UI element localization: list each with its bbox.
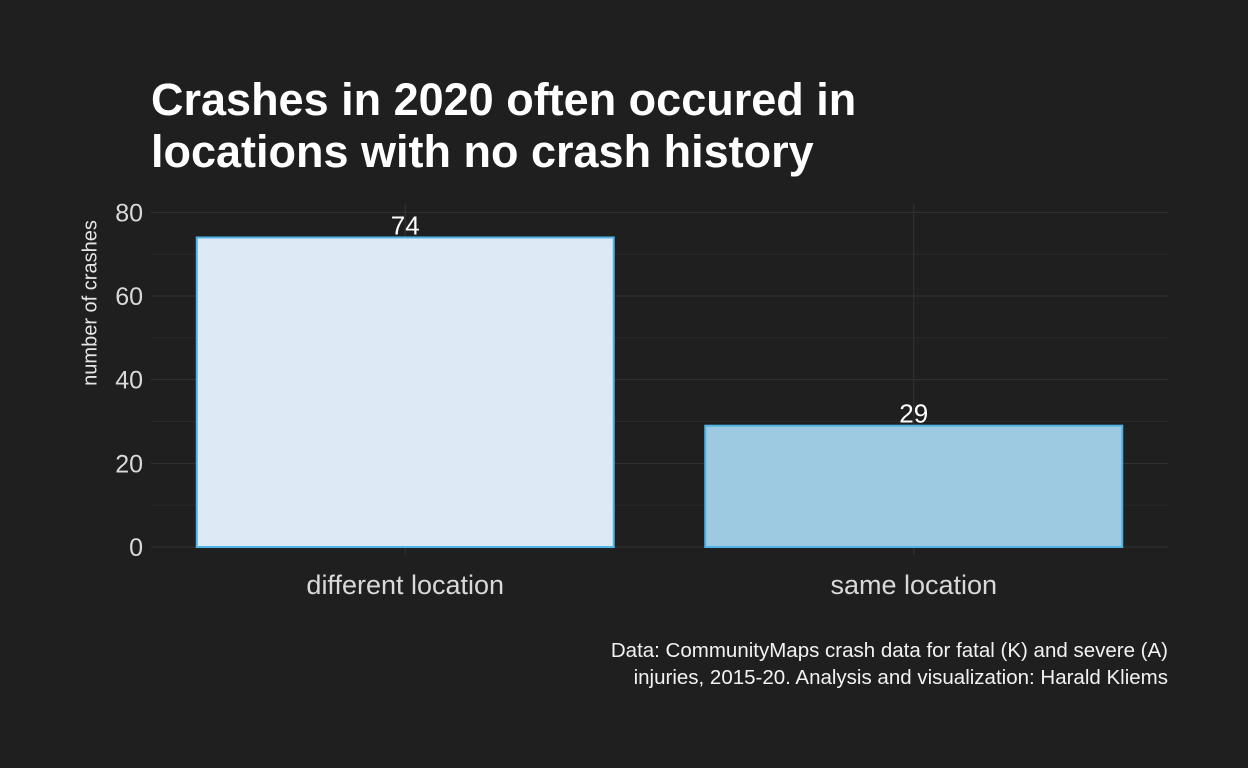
y-tick-label: 20	[115, 450, 143, 478]
y-tick-label: 0	[129, 534, 143, 562]
chart-title-line-2: locations with no crash history	[151, 126, 814, 177]
labels-layer: 74 29	[391, 210, 928, 428]
x-tick-label: same location	[830, 570, 997, 600]
bar	[195, 236, 615, 548]
chart-title: Crashes in 2020 often occured in locatio…	[151, 74, 1151, 178]
bar-value-label: 74	[391, 210, 420, 240]
caption-line-1: Data: CommunityMaps crash data for fatal…	[610, 639, 1168, 662]
bars-layer	[195, 236, 1124, 549]
y-tick-label: 60	[115, 283, 143, 311]
y-tick-label: 40	[115, 367, 143, 395]
x-tick-label: different location	[306, 570, 504, 600]
x-axis-ticks: different location same location	[306, 570, 997, 600]
y-axis-ticks: 0 20 40 60 80	[115, 199, 143, 562]
chart-caption: Data: CommunityMaps crash data for fatal…	[611, 637, 1168, 691]
chart-title-line-1: Crashes in 2020 often occured in	[151, 74, 857, 125]
bar-value-label: 29	[899, 399, 928, 429]
bar	[704, 424, 1124, 549]
y-tick-label: 80	[115, 199, 143, 227]
caption-line-2: injuries, 2015-20. Analysis and visualiz…	[633, 666, 1168, 689]
